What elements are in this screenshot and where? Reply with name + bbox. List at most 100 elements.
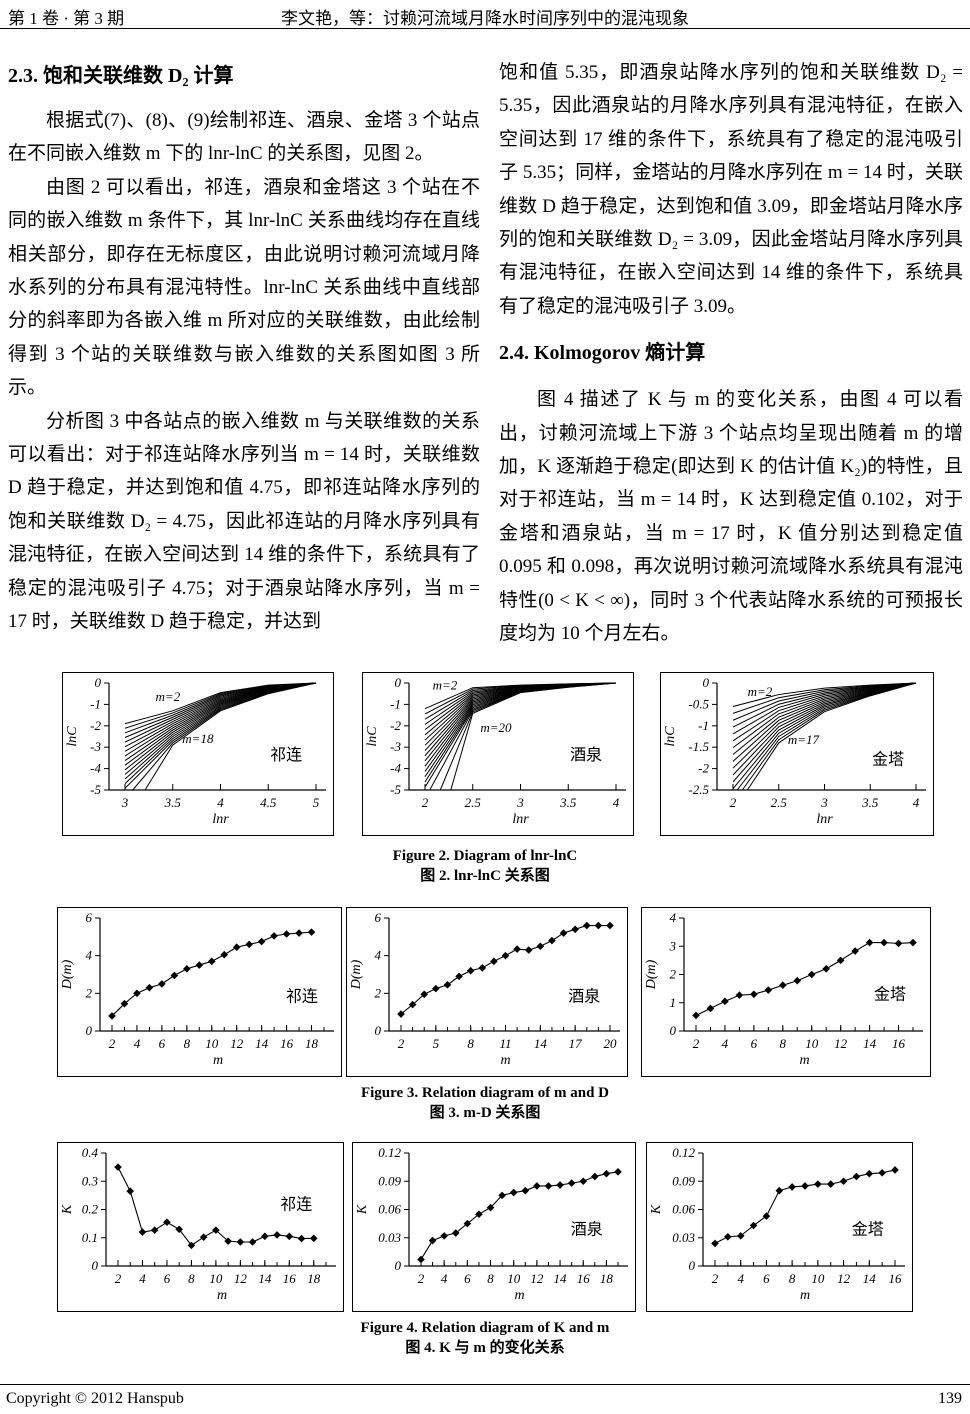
svg-text:8: 8 <box>780 1036 787 1051</box>
svg-text:lnC: lnC <box>663 726 678 747</box>
svg-text:lnC: lnC <box>65 726 80 747</box>
svg-text:3: 3 <box>516 795 524 810</box>
svg-text:-1: -1 <box>698 718 709 733</box>
svg-text:12: 12 <box>230 1036 244 1051</box>
svg-text:20: 20 <box>604 1036 618 1051</box>
svg-text:2.5: 2.5 <box>465 795 482 810</box>
section-2-3-heading: 2.3. 饱和关联维数 D₂ 计算 <box>8 65 234 87</box>
svg-text:0.3: 0.3 <box>82 1173 99 1188</box>
fig4-chart-jinta: 0 0.03 0.06 0.09 0.12 2 4 6 8 10 12 14 16 m K 金塔 <box>646 1142 913 1312</box>
svg-text:0.06: 0.06 <box>378 1202 401 1217</box>
svg-text:14: 14 <box>554 1271 568 1286</box>
svg-text:12: 12 <box>837 1271 851 1286</box>
svg-text:-1: -1 <box>390 696 401 711</box>
fig3-chart-qilian: 0 2 4 6 2 4 6 8 10 12 14 16 18 m D(m) 祁连 <box>57 907 342 1077</box>
svg-text:m: m <box>514 1288 524 1303</box>
svg-text:14: 14 <box>534 1036 548 1051</box>
svg-text:m=18: m=18 <box>182 731 214 746</box>
svg-text:-2: -2 <box>90 718 101 733</box>
fig3-jiuquan-plot: 0 2 4 6 2 5 8 11 14 17 20 m D(m) 酒泉 <box>349 910 620 1068</box>
svg-text:lnr: lnr <box>816 812 833 827</box>
svg-text:m: m <box>799 1053 809 1068</box>
svg-text:14: 14 <box>255 1036 269 1051</box>
svg-text:-1.5: -1.5 <box>688 739 709 754</box>
svg-text:m: m <box>217 1288 227 1303</box>
text-column-right: 饱和值 5.35，即酒泉站降水序列的饱和关联维数 D₂ = 5.35，因此酒泉站… <box>499 56 963 651</box>
figure-4-caption-en: Figure 4. Relation diagram of K and m <box>360 1320 610 1336</box>
svg-text:17: 17 <box>569 1036 583 1051</box>
svg-text:4: 4 <box>139 1271 146 1286</box>
svg-text:4.5: 4.5 <box>260 795 277 810</box>
svg-text:18: 18 <box>305 1036 319 1051</box>
svg-text:2: 2 <box>398 1036 405 1051</box>
svg-text:-2: -2 <box>390 718 401 733</box>
figure-4-caption-zh: 图 4. K 与 m 的变化关系 <box>405 1340 565 1356</box>
svg-text:2: 2 <box>730 795 737 810</box>
svg-text:10: 10 <box>507 1271 521 1286</box>
svg-text:3.5: 3.5 <box>164 795 182 810</box>
svg-text:D(m): D(m) <box>349 959 364 990</box>
svg-text:0.12: 0.12 <box>672 1145 695 1160</box>
figure-4-caption: Figure 4. Relation diagram of K and m 图 … <box>0 1318 970 1358</box>
svg-text:6: 6 <box>763 1271 770 1286</box>
figure-2-row: 0 -1 -2 -3 -4 -5 3 3.5 4 4.5 5 lnr lnC 祁连 m=2 m=18 0 -1 -… <box>0 672 970 836</box>
section-2-3-paragraph-2: 由图 2 可以看出，祁连，酒泉和金塔这 3 个站在不同的嵌入维数 m 条件下，其… <box>8 176 480 399</box>
svg-text:酒泉: 酒泉 <box>570 746 602 764</box>
svg-text:2: 2 <box>375 985 382 1000</box>
svg-text:m=17: m=17 <box>788 732 820 747</box>
header-issue: 第 1 卷 · 第 3 期 <box>8 9 125 28</box>
svg-text:4: 4 <box>913 795 920 810</box>
svg-text:m=20: m=20 <box>480 720 512 735</box>
fig4-jinta-plot: 0 0.03 0.06 0.09 0.12 2 4 6 8 10 12 14 16 m K 金塔 <box>649 1145 905 1303</box>
svg-text:0.1: 0.1 <box>82 1230 98 1245</box>
svg-text:-4: -4 <box>390 761 401 776</box>
svg-text:-3: -3 <box>90 739 101 754</box>
svg-text:祁连: 祁连 <box>280 1196 312 1214</box>
svg-text:金塔: 金塔 <box>874 985 906 1003</box>
svg-text:18: 18 <box>307 1271 321 1286</box>
fig2-chart-jinta: 0 -0.5 -1 -1.5 -2 -2.5 2 2.5 3 3.5 4 lnr lnC 金塔 m=2 m=1… <box>660 672 934 836</box>
svg-text:-5: -5 <box>90 782 101 797</box>
svg-text:3.5: 3.5 <box>559 795 577 810</box>
svg-text:6: 6 <box>751 1036 758 1051</box>
figure-2-caption-en: Figure 2. Diagram of lnr-lnC <box>392 848 578 864</box>
section-2-4-heading: 2.4. Kolmogorov 熵计算 <box>499 342 706 365</box>
svg-text:3: 3 <box>669 938 677 953</box>
svg-text:6: 6 <box>86 910 93 925</box>
svg-text:祁连: 祁连 <box>270 746 302 764</box>
fig3-chart-jiuquan: 0 2 4 6 2 5 8 11 14 17 20 m D(m) 酒泉 <box>346 907 628 1077</box>
svg-text:-1: -1 <box>90 696 101 711</box>
fig2-qilian-plot: 0 -1 -2 -3 -4 -5 3 3.5 4 4.5 5 lnr lnC 祁连 m=2 m=18 <box>65 675 326 827</box>
svg-text:-3: -3 <box>390 739 401 754</box>
svg-text:0: 0 <box>395 1258 402 1273</box>
svg-text:lnC: lnC <box>365 726 380 747</box>
svg-text:0.4: 0.4 <box>82 1145 99 1160</box>
svg-text:4: 4 <box>217 795 224 810</box>
section-2-3-paragraph-1: 根据式(7)、(8)、(9)绘制祁连、酒泉、金塔 3 个站点在不同嵌入维数 m … <box>8 110 480 165</box>
svg-text:0.09: 0.09 <box>378 1173 401 1188</box>
svg-text:-5: -5 <box>390 782 401 797</box>
header-running-title: 李文艳，等：讨赖河流域月降水时间序列中的混沌现象 <box>281 9 689 28</box>
svg-text:16: 16 <box>283 1271 297 1286</box>
fig2-jiuquan-plot: 0 -1 -2 -3 -4 -5 2 2.5 3 3.5 4 lnr lnC 酒泉 m=2 m=20 <box>365 675 626 827</box>
svg-text:8: 8 <box>487 1271 494 1286</box>
figure-4-row: 0 0.1 0.2 0.3 0.4 2 4 6 8 10 12 14 16 18 m K 祁连 0 0.03 0.0… <box>0 1142 970 1314</box>
svg-text:14: 14 <box>863 1271 877 1286</box>
svg-text:0.2: 0.2 <box>82 1202 99 1217</box>
fig4-chart-qilian: 0 0.1 0.2 0.3 0.4 2 4 6 8 10 12 14 16 18 m K 祁连 <box>57 1142 344 1312</box>
svg-text:12: 12 <box>530 1271 544 1286</box>
section-2-4-paragraph-1: 图 4 描述了 K 与 m 的变化关系，由图 4 可以看出，讨赖河流域上下游 3… <box>499 389 963 645</box>
svg-text:-2: -2 <box>698 761 709 776</box>
svg-text:0: 0 <box>92 1258 99 1273</box>
svg-text:0: 0 <box>95 675 102 690</box>
svg-text:8: 8 <box>184 1036 191 1051</box>
svg-text:16: 16 <box>892 1036 906 1051</box>
svg-text:D(m): D(m) <box>60 959 75 990</box>
svg-text:酒泉: 酒泉 <box>568 988 600 1006</box>
svg-text:-2.5: -2.5 <box>688 782 709 797</box>
svg-text:4: 4 <box>441 1271 448 1286</box>
svg-text:K: K <box>649 1204 664 1215</box>
svg-text:4: 4 <box>375 948 382 963</box>
svg-text:K: K <box>60 1204 75 1215</box>
